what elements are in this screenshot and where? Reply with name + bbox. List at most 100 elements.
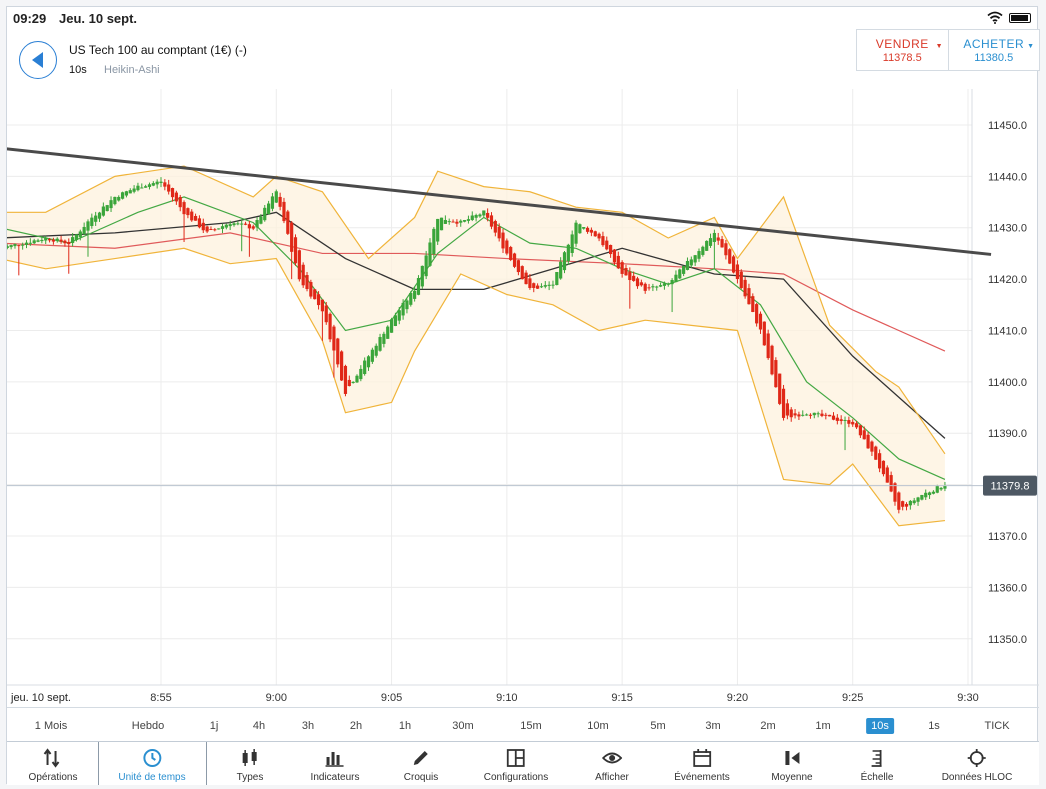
candle-body — [182, 202, 186, 215]
timeframe-10s[interactable]: 10s — [866, 718, 894, 734]
candle-body — [662, 283, 667, 286]
candle-body — [443, 220, 447, 224]
candle-body — [174, 192, 178, 202]
candle-body — [701, 246, 705, 255]
candle-body — [870, 441, 874, 452]
candle-body — [939, 487, 943, 490]
timeframe-1s[interactable]: 1s — [928, 720, 940, 732]
timeframe-4h[interactable]: 4h — [252, 720, 266, 732]
back-button[interactable] — [19, 41, 57, 79]
x-tick-label: 9:15 — [611, 692, 632, 704]
candle-body — [209, 229, 213, 231]
eye-icon — [601, 752, 622, 764]
nav-pencil[interactable]: Croquis — [404, 742, 438, 785]
timeframe-5m[interactable]: 5m — [650, 720, 666, 732]
candle-body — [94, 215, 98, 222]
candle-body — [393, 315, 398, 327]
timeframe-1m[interactable]: 1m — [815, 720, 831, 732]
candle-body — [478, 214, 482, 217]
timeframe-1j[interactable]: 1j — [209, 720, 219, 732]
candle-body — [854, 423, 859, 428]
candle-body — [9, 245, 13, 248]
candle-body — [247, 224, 251, 229]
candle-body — [789, 409, 793, 418]
sell-button[interactable]: VENDRE 11378.5 ▼ — [857, 30, 948, 70]
candle-body — [797, 414, 801, 417]
candle-body — [359, 368, 363, 380]
timeframe-1h[interactable]: 1h — [398, 720, 412, 732]
date-label: jeu. 10 sept. — [10, 692, 71, 704]
nav-clock[interactable]: Unité de temps — [118, 742, 186, 785]
timeframe-hebdo[interactable]: Hebdo — [131, 720, 165, 732]
candle-body — [812, 412, 816, 416]
nav-crosshair[interactable]: Données HLOC — [942, 742, 1012, 785]
candle-body — [420, 265, 424, 287]
candle-body — [51, 239, 55, 242]
candle-body — [462, 220, 467, 222]
candle-body — [7, 246, 9, 248]
timeframe-30m[interactable]: 30m — [452, 720, 474, 732]
timeframe-tick[interactable]: TICK — [984, 720, 1010, 732]
candle-body — [632, 275, 636, 281]
candle-body — [831, 415, 836, 420]
candle-body — [32, 240, 36, 244]
candle-body — [904, 503, 909, 507]
nav-candle-types[interactable]: Types — [237, 742, 263, 785]
battery-icon — [1009, 13, 1031, 23]
candle-body — [520, 266, 524, 280]
candle-body — [620, 262, 624, 274]
scale-icon — [872, 750, 882, 767]
timeframe-1-mois[interactable]: 1 Mois — [34, 720, 68, 732]
candle-body — [186, 208, 190, 216]
candle-body — [828, 414, 832, 417]
timeframe-10m[interactable]: 10m — [587, 720, 609, 732]
candle-body — [109, 200, 113, 209]
candle-types-icon — [243, 749, 257, 766]
candle-body — [255, 220, 259, 228]
candle-body — [762, 321, 766, 346]
y-tick-label: 11440.0 — [988, 171, 1027, 183]
candle-body — [570, 234, 574, 253]
timeframe-3m[interactable]: 3m — [705, 720, 721, 732]
candle-body — [197, 218, 202, 228]
candle-body — [144, 186, 148, 188]
back-arrow-icon — [32, 52, 43, 68]
candle-body — [355, 375, 359, 383]
candle-body — [147, 184, 152, 187]
clock-icon — [142, 749, 161, 767]
candle-body — [628, 271, 632, 281]
nav-calendar[interactable]: Événements — [674, 742, 730, 785]
candle-body — [843, 419, 847, 421]
nav-eye[interactable]: Afficher — [595, 742, 629, 785]
y-tick-label: 11390.0 — [988, 428, 1027, 440]
status-bar: 09:29 Jeu. 10 sept. — [7, 7, 1039, 29]
timeframe-2h[interactable]: 2h — [349, 720, 363, 732]
chart-svg[interactable]: 11450.0 11440.0 11430.0 11420.0 11410.0 11400… — [7, 89, 1039, 707]
nav-scale[interactable]: Échelle — [861, 742, 893, 785]
timeframe-3h[interactable]: 3h — [301, 720, 315, 732]
candle-body — [693, 255, 697, 263]
candle-body — [751, 296, 755, 312]
nav-bar-chart[interactable]: Indicateurs — [311, 742, 359, 785]
candle-body — [370, 349, 374, 362]
candle-body — [36, 240, 40, 242]
candle-body — [735, 264, 740, 280]
price-chart[interactable]: 11450.0 11440.0 11430.0 11420.0 11410.0 11400… — [7, 89, 1039, 707]
timeframe-2m[interactable]: 2m — [760, 720, 776, 732]
candle-body — [251, 226, 255, 229]
candle-body — [217, 228, 221, 230]
current-price-badge — [983, 475, 1037, 496]
x-tick-label: 9:10 — [496, 692, 517, 704]
candle-body — [228, 224, 232, 227]
nav-arrows-up-down[interactable]: Opérations — [29, 742, 77, 785]
nav-average[interactable]: Moyenne — [771, 742, 813, 785]
candle-body — [778, 373, 782, 404]
timeframe-15m[interactable]: 15m — [520, 720, 542, 732]
nav-layout[interactable]: Configurations — [484, 742, 548, 785]
candle-body — [405, 300, 409, 310]
candle-body — [885, 467, 889, 483]
nav-label: Afficher — [595, 772, 629, 783]
buy-button[interactable]: ACHETER 11380.5 ▼ — [947, 30, 1040, 70]
x-tick-label: 8:55 — [150, 692, 171, 704]
candle-body — [524, 272, 528, 285]
